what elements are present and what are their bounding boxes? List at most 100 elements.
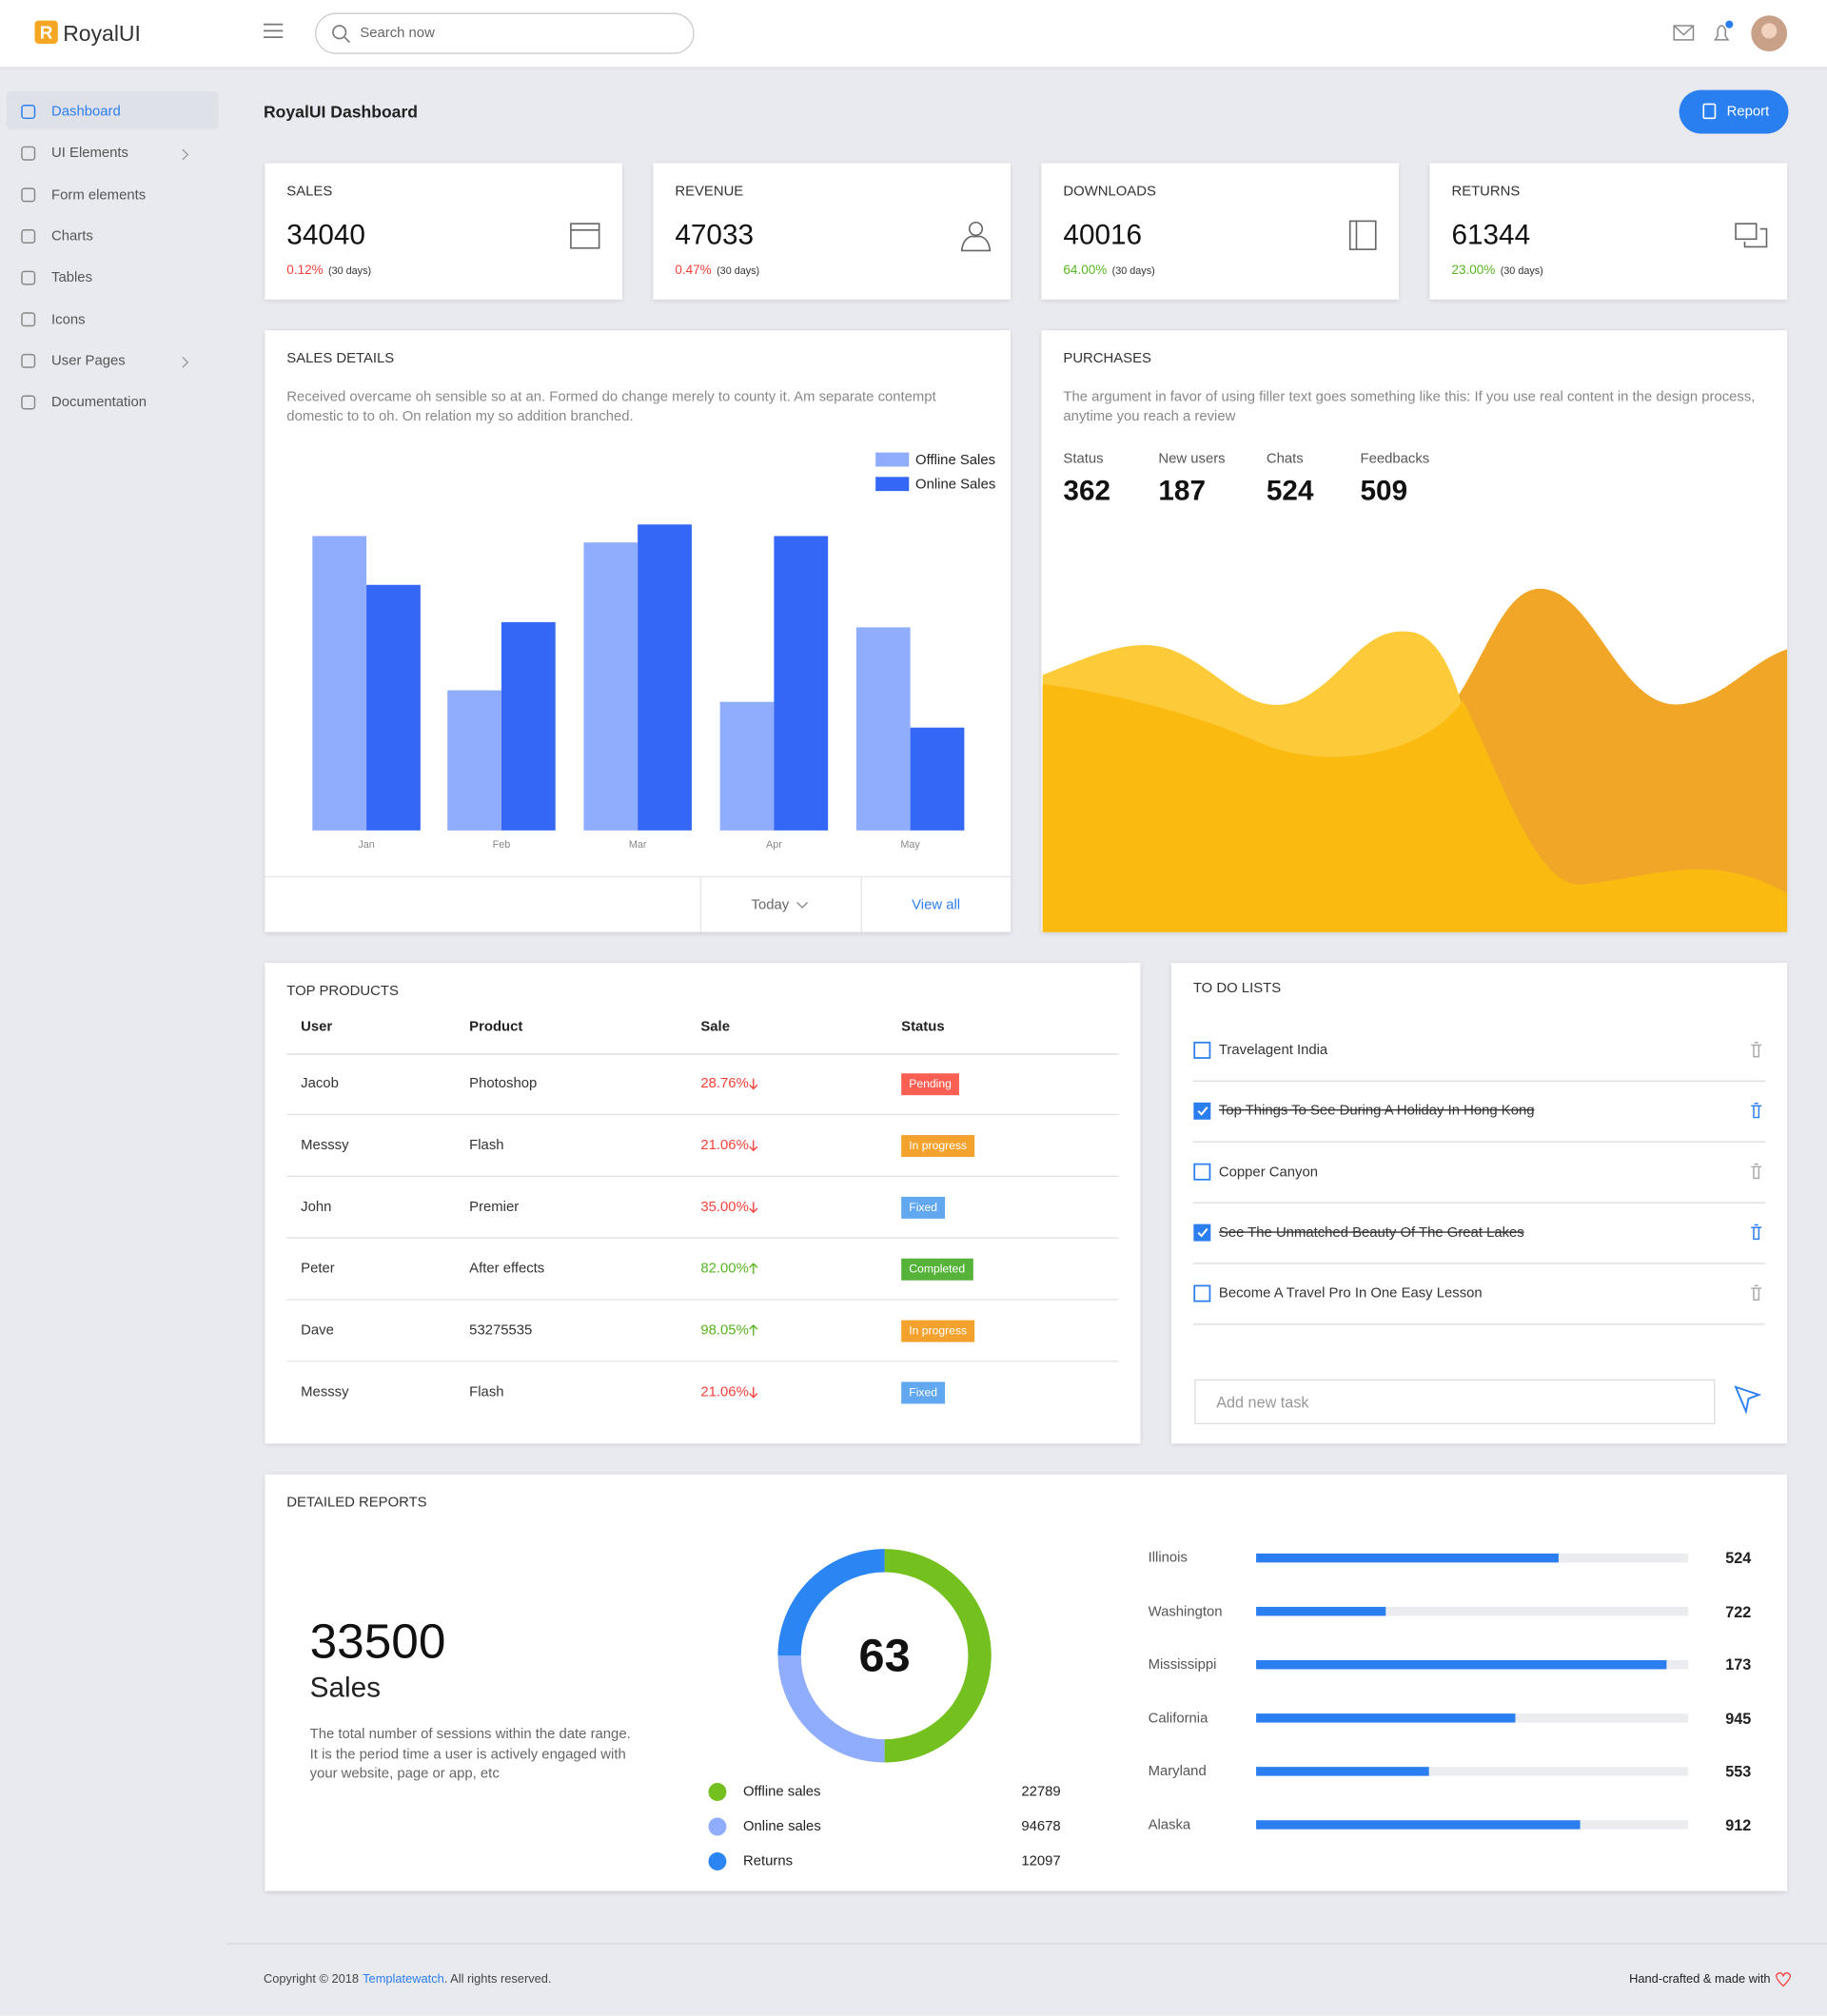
checkbox[interactable] (1193, 1102, 1211, 1120)
cell-sale: 35.00% (700, 1199, 749, 1215)
credit: Hand-crafted & made with (1629, 1972, 1771, 1987)
x-tick-label: Apr (765, 838, 782, 851)
todo-text: Copper Canyon (1218, 1164, 1319, 1180)
card-title: TOP PRODUCTS (286, 983, 399, 999)
legend-value: 22789 (1021, 1784, 1061, 1800)
checkbox[interactable] (1193, 1223, 1211, 1242)
graphic (1735, 223, 1768, 248)
status-badge: In progress (901, 1135, 975, 1158)
stat-value: 40016 (1063, 218, 1143, 251)
trend-arrow (749, 1202, 758, 1214)
select-chevron (796, 902, 809, 909)
state-value: 173 (1725, 1655, 1752, 1674)
menu-item[interactable]: Tables (51, 269, 93, 286)
menu-item[interactable]: Dashboard (51, 104, 121, 120)
total-label: Sales (309, 1671, 382, 1704)
legend-dot (708, 1817, 727, 1836)
cell-product: Photoshop (469, 1075, 538, 1092)
checkbox[interactable] (1193, 1284, 1211, 1302)
card-title: PURCHASES (1063, 350, 1151, 367)
stat-change: 23.00% (1451, 263, 1496, 278)
delete-icon[interactable] (1751, 1223, 1762, 1241)
delete-icon[interactable] (1751, 1163, 1762, 1180)
column-header: Status (901, 1019, 945, 1035)
state-value: 945 (1725, 1709, 1752, 1728)
stat-change: 0.47% (675, 263, 712, 278)
graphic (265, 452, 1012, 932)
delete-icon[interactable] (1751, 1284, 1762, 1302)
legend-label: Offline Sales (915, 452, 996, 468)
cell-user: Messsy (301, 1384, 349, 1400)
state-name: Mississippi (1148, 1656, 1217, 1673)
x-tick-label: Mar (628, 838, 647, 851)
menu-icon (21, 146, 36, 161)
menu-item[interactable]: Charts (51, 228, 93, 245)
task-input[interactable]: Add new task (1194, 1379, 1716, 1425)
progress-track (1256, 1606, 1689, 1616)
stat-change-row: 0.47% (30 days) (675, 257, 759, 280)
menu-icon (21, 312, 36, 327)
period-select[interactable]: Today (751, 897, 790, 913)
cell-product: After effects (469, 1261, 545, 1277)
card-description: The argument in favor of using filler te… (1063, 389, 1756, 424)
purchases-card: PURCHASES The argument in favor of using … (1041, 330, 1788, 932)
delete-icon[interactable] (1751, 1042, 1762, 1058)
delete-icon[interactable] (1751, 1102, 1762, 1119)
x-tick-label: Feb (492, 838, 511, 851)
stat-label: REVENUE (675, 184, 744, 200)
menu-item[interactable]: Form elements (51, 186, 147, 203)
stat-label: Status (1063, 451, 1104, 467)
state-name: Alaska (1148, 1816, 1191, 1833)
report-icon (1702, 103, 1717, 120)
legend-label: Offline sales (742, 1784, 821, 1800)
card-title: TO DO LISTS (1192, 980, 1282, 997)
todo-card: TO DO LISTS Travelagent India Top Things T… (1170, 963, 1788, 1444)
menu-item[interactable]: User Pages (51, 353, 126, 369)
mail-icon (1673, 25, 1694, 36)
copyright-link[interactable]: Templatewatch (363, 1972, 444, 1987)
stat-card: SALES 34040 0.12% (30 days) (265, 163, 622, 300)
state-value: 553 (1725, 1762, 1752, 1781)
checkbox[interactable] (1193, 1041, 1211, 1059)
stat-value: 61344 (1451, 218, 1531, 251)
menu-icon (21, 228, 36, 244)
report-button[interactable]: Report (1679, 89, 1789, 134)
trend-arrow (749, 1078, 758, 1090)
column-header: User (301, 1019, 333, 1035)
copy-icon (1735, 223, 1758, 241)
view-all-link[interactable]: View all (912, 897, 961, 913)
search-box[interactable]: Search now (315, 12, 695, 54)
user-icon (968, 221, 984, 237)
menu-icon (21, 353, 36, 368)
checkbox[interactable] (1193, 1163, 1211, 1181)
menu-icon (21, 187, 36, 203)
menu-item[interactable]: UI Elements (51, 146, 129, 162)
menu-item[interactable]: Icons (51, 311, 86, 327)
sales-details-card: SALES DETAILS Received overcame oh sensib… (265, 330, 1012, 932)
mail-icon (1673, 25, 1695, 41)
status-badge: In progress (901, 1320, 975, 1342)
status-badge: Fixed (901, 1196, 946, 1219)
todo-text: Top Things To See During A Holiday In Ho… (1218, 1103, 1535, 1119)
stat-period: (30 days) (328, 264, 372, 277)
menu-item[interactable]: Documentation (51, 394, 147, 411)
stat-value: 524 (1266, 474, 1314, 507)
stat-period: (30 days) (1111, 264, 1155, 277)
stat-value: 187 (1158, 474, 1207, 507)
cell-user: Messsy (301, 1137, 349, 1153)
progress-bar (1256, 1660, 1667, 1670)
copyright-rights: . All rights reserved. (443, 1972, 552, 1987)
graphic (6, 90, 219, 410)
stat-change-row: 64.00% (30 days) (1063, 257, 1154, 280)
avatar-face (1761, 23, 1778, 39)
cell-sale: 28.76% (700, 1075, 749, 1092)
bar (719, 701, 775, 831)
legend-label: Returns (742, 1853, 794, 1869)
send-icon[interactable] (1734, 1385, 1762, 1415)
donut-segment (777, 1549, 885, 1656)
graphic (570, 223, 600, 249)
stat-label: DOWNLOADS (1063, 184, 1156, 200)
state-name: California (1148, 1710, 1208, 1726)
